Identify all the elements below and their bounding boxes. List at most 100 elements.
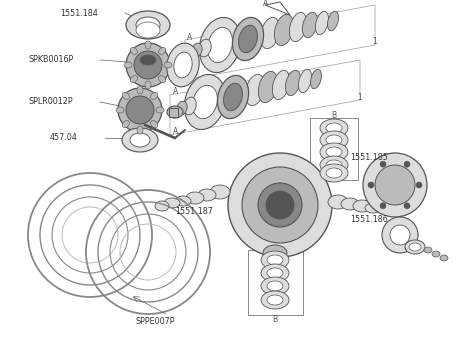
Ellipse shape	[272, 70, 290, 100]
Ellipse shape	[122, 128, 158, 152]
Text: 1551.185: 1551.185	[350, 154, 388, 162]
Ellipse shape	[326, 160, 342, 170]
Text: SPKB0016P: SPKB0016P	[28, 56, 73, 64]
Ellipse shape	[239, 25, 258, 53]
Ellipse shape	[258, 183, 302, 227]
Polygon shape	[265, 2, 290, 15]
Ellipse shape	[151, 121, 158, 128]
Ellipse shape	[424, 247, 432, 253]
Ellipse shape	[136, 22, 160, 38]
Ellipse shape	[177, 101, 187, 115]
Ellipse shape	[198, 189, 216, 201]
Ellipse shape	[341, 198, 359, 210]
Ellipse shape	[130, 47, 137, 54]
Ellipse shape	[267, 255, 283, 265]
Text: A: A	[173, 127, 178, 136]
Ellipse shape	[353, 200, 371, 212]
Ellipse shape	[126, 11, 170, 39]
Circle shape	[404, 161, 410, 167]
Ellipse shape	[199, 18, 240, 72]
Ellipse shape	[260, 18, 279, 49]
Ellipse shape	[193, 85, 218, 119]
Ellipse shape	[320, 143, 348, 161]
Ellipse shape	[299, 69, 312, 93]
Text: A: A	[187, 33, 192, 42]
Ellipse shape	[184, 75, 226, 130]
Ellipse shape	[409, 243, 421, 251]
Ellipse shape	[116, 107, 124, 113]
Bar	[248, 250, 303, 315]
Ellipse shape	[320, 156, 348, 174]
Ellipse shape	[270, 295, 286, 305]
Ellipse shape	[375, 165, 415, 205]
Ellipse shape	[167, 43, 199, 87]
Ellipse shape	[326, 135, 342, 145]
Ellipse shape	[315, 11, 329, 35]
Ellipse shape	[186, 192, 204, 204]
Text: 1551.186: 1551.186	[350, 216, 388, 224]
Text: B: B	[332, 111, 337, 119]
Ellipse shape	[263, 245, 287, 261]
Ellipse shape	[137, 126, 143, 134]
Ellipse shape	[265, 253, 285, 267]
Ellipse shape	[174, 52, 192, 78]
Text: 1: 1	[357, 93, 362, 103]
Ellipse shape	[261, 291, 289, 309]
Ellipse shape	[122, 92, 129, 99]
Ellipse shape	[320, 131, 348, 149]
Ellipse shape	[328, 195, 348, 209]
Ellipse shape	[167, 106, 183, 118]
Ellipse shape	[184, 97, 196, 115]
Ellipse shape	[261, 251, 289, 269]
Ellipse shape	[136, 17, 160, 33]
Ellipse shape	[432, 251, 440, 257]
Ellipse shape	[155, 201, 169, 211]
Ellipse shape	[268, 253, 288, 267]
Bar	[169, 108, 178, 117]
Ellipse shape	[137, 86, 143, 94]
Ellipse shape	[269, 281, 287, 293]
Ellipse shape	[145, 41, 151, 49]
Ellipse shape	[126, 43, 170, 87]
Ellipse shape	[126, 96, 154, 124]
Ellipse shape	[326, 168, 342, 178]
Ellipse shape	[365, 203, 381, 213]
Ellipse shape	[246, 74, 265, 106]
Text: SPPE007P: SPPE007P	[135, 317, 175, 327]
Ellipse shape	[266, 191, 294, 219]
Circle shape	[380, 203, 386, 209]
Text: 1551.187: 1551.187	[175, 208, 213, 217]
Text: A: A	[263, 0, 268, 8]
Ellipse shape	[199, 39, 211, 57]
Ellipse shape	[159, 47, 166, 54]
Ellipse shape	[175, 196, 191, 206]
Ellipse shape	[327, 11, 339, 31]
Ellipse shape	[218, 75, 249, 119]
Ellipse shape	[267, 281, 283, 291]
Circle shape	[368, 182, 374, 188]
Ellipse shape	[363, 153, 427, 217]
Text: 1551.184: 1551.184	[60, 8, 98, 18]
Ellipse shape	[320, 119, 348, 137]
Ellipse shape	[274, 14, 293, 46]
Ellipse shape	[259, 71, 278, 103]
Ellipse shape	[122, 121, 129, 128]
Ellipse shape	[440, 255, 448, 261]
Text: 457.04: 457.04	[50, 133, 78, 142]
Text: 1: 1	[372, 37, 377, 47]
Ellipse shape	[232, 18, 264, 61]
Ellipse shape	[289, 12, 306, 42]
Ellipse shape	[382, 217, 418, 253]
Ellipse shape	[320, 164, 348, 182]
Ellipse shape	[302, 12, 318, 38]
Ellipse shape	[326, 123, 342, 133]
Bar	[310, 118, 358, 180]
Ellipse shape	[261, 264, 289, 282]
Ellipse shape	[140, 55, 156, 65]
Ellipse shape	[269, 268, 287, 280]
Ellipse shape	[286, 70, 300, 96]
Ellipse shape	[267, 268, 283, 278]
Ellipse shape	[326, 147, 342, 157]
Ellipse shape	[210, 185, 230, 199]
Circle shape	[416, 182, 422, 188]
